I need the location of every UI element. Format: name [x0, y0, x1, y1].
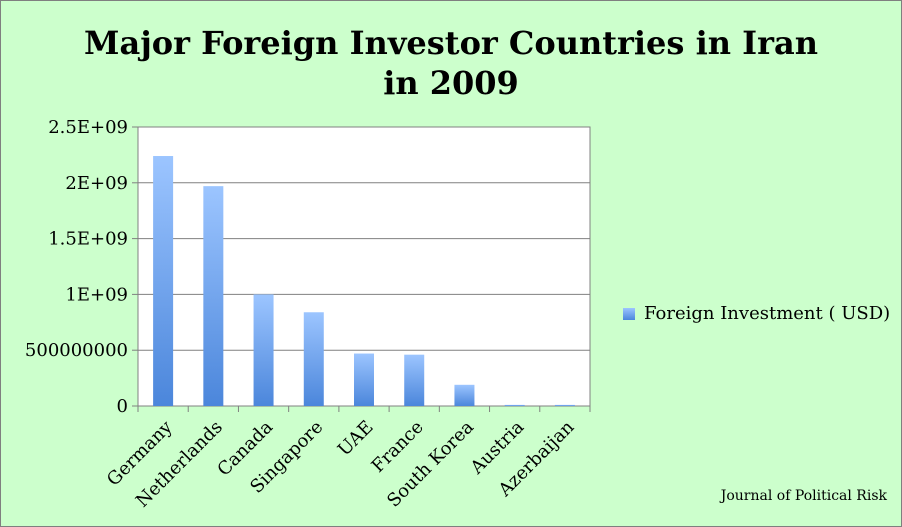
y-tick-label: 2.5E+09	[48, 117, 128, 138]
bar	[354, 353, 374, 406]
bar	[554, 404, 575, 406]
legend-label: Foreign Investment ( USD)	[644, 303, 891, 324]
y-tick-label: 500000000	[25, 340, 128, 361]
y-tick-label: 0	[117, 396, 128, 417]
chart-title: Major Foreign Investor Countries in Iran…	[84, 24, 818, 102]
bar	[303, 312, 324, 406]
y-tick-label: 1.5E+09	[48, 229, 128, 250]
bar	[203, 186, 224, 406]
bar	[404, 354, 425, 406]
legend: Foreign Investment ( USD)	[623, 303, 890, 324]
x-tick-label: UAE	[334, 417, 378, 461]
x-tick-label: Netherlands	[132, 417, 227, 512]
bar	[253, 294, 274, 406]
y-tick-label: 1E+09	[65, 284, 128, 305]
y-tick-label: 2E+09	[65, 173, 128, 194]
bar	[153, 156, 174, 406]
source-credit: Journal of Political Risk	[720, 488, 887, 504]
bar	[504, 404, 525, 406]
bar	[454, 384, 475, 406]
x-tick-label: South Korea	[383, 417, 478, 512]
legend-swatch	[623, 307, 635, 320]
